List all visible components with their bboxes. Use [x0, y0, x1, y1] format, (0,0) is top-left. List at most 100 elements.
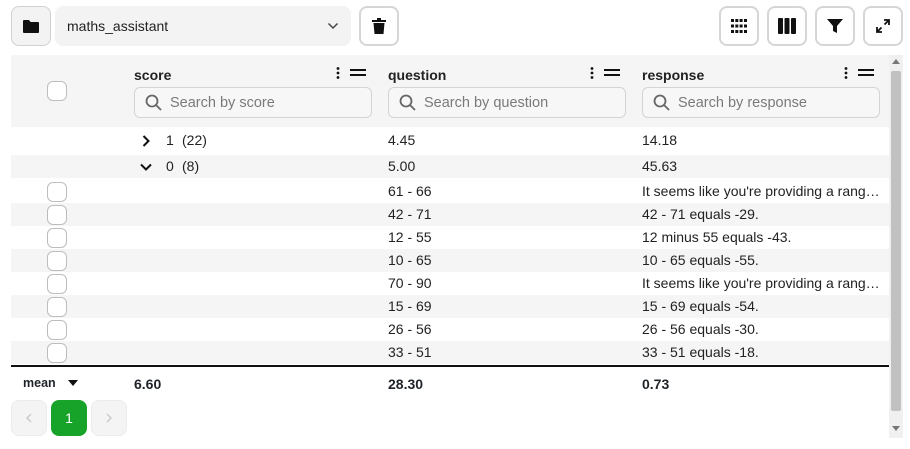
response-cell: 42 - 71 equals -29.	[642, 206, 759, 222]
expand-icon	[876, 19, 890, 33]
column-title-score: score	[134, 67, 172, 83]
search-question-input[interactable]	[424, 94, 604, 111]
select-all-checkbox[interactable]	[47, 81, 67, 101]
row-checkbox[interactable]	[47, 274, 67, 294]
aggregate-footer: mean 6.60 28.30 0.73	[11, 365, 889, 401]
row-checkbox[interactable]	[47, 205, 67, 225]
table-row[interactable]: 10 - 65 10 - 65 equals -55.	[11, 249, 889, 272]
question-cell: 15 - 69	[388, 298, 432, 314]
chevron-down-icon[interactable]	[140, 163, 152, 171]
search-question-field[interactable]	[388, 87, 626, 118]
row-checkbox[interactable]	[47, 251, 67, 271]
dataset-select[interactable]: maths_assistant	[55, 6, 351, 46]
group-question-agg: 5.00	[388, 158, 416, 174]
search-icon	[653, 94, 670, 111]
aggregate-select[interactable]: mean	[23, 376, 78, 390]
column-title-response: response	[642, 67, 705, 83]
question-cell: 26 - 56	[388, 321, 432, 337]
group-label: 1	[166, 132, 174, 148]
next-page-button[interactable]	[91, 400, 127, 436]
column-controls-response	[844, 67, 874, 79]
kebab-menu-icon[interactable]	[336, 67, 340, 79]
column-title-question: question	[388, 67, 447, 83]
row-checkbox[interactable]	[47, 182, 67, 202]
question-cell: 70 - 90	[388, 275, 432, 291]
response-cell: It seems like you're providing a range o…	[642, 275, 886, 291]
kebab-menu-icon[interactable]	[844, 67, 848, 79]
row-checkbox[interactable]	[47, 228, 67, 248]
question-cell: 12 - 55	[388, 229, 432, 245]
response-cell: 12 minus 55 equals -43.	[642, 229, 792, 245]
response-cell: 26 - 56 equals -30.	[642, 321, 759, 337]
group-row[interactable]: 0 (8) 5.00 45.63	[11, 155, 889, 178]
search-score-input[interactable]	[170, 94, 350, 111]
footer-response: 0.73	[642, 376, 670, 392]
search-score-field[interactable]	[134, 87, 372, 118]
footer-score: 6.60	[134, 376, 162, 392]
vertical-scrollbar[interactable]	[889, 55, 903, 438]
response-cell: 10 - 65 equals -55.	[642, 252, 759, 268]
response-cell: 15 - 69 equals -54.	[642, 298, 759, 314]
table-row[interactable]: 42 - 71 42 - 71 equals -29.	[11, 203, 889, 226]
drag-handle-icon[interactable]	[858, 69, 874, 77]
folder-button[interactable]	[11, 6, 51, 46]
aggregate-label: mean	[23, 376, 56, 390]
column-controls-score	[336, 67, 366, 79]
page-1-button[interactable]: 1	[51, 400, 87, 436]
scrollbar-thumb[interactable]	[891, 71, 901, 411]
group-response-agg: 14.18	[642, 132, 678, 148]
prev-page-button[interactable]	[11, 400, 47, 436]
table-row[interactable]: 26 - 56 26 - 56 equals -30.	[11, 318, 889, 341]
search-response-field[interactable]	[642, 87, 880, 118]
table-row[interactable]: 61 - 66 It seems like you're providing a…	[11, 180, 889, 203]
question-cell: 10 - 65	[388, 252, 432, 268]
table-header: score question response	[11, 55, 889, 127]
group-response-agg: 45.63	[642, 158, 678, 174]
chevron-right-icon[interactable]	[142, 135, 150, 147]
table-row[interactable]: 15 - 69 15 - 69 equals -54.	[11, 295, 889, 318]
scroll-down-icon[interactable]	[892, 426, 900, 431]
group-row[interactable]: 1 (22) 4.45 14.18	[11, 129, 889, 152]
question-cell: 61 - 66	[388, 183, 432, 199]
filter-button[interactable]	[815, 6, 855, 46]
response-cell: 33 - 51 equals -18.	[642, 344, 759, 360]
fullscreen-button[interactable]	[863, 6, 903, 46]
search-icon	[399, 94, 416, 111]
table-row[interactable]: 33 - 51 33 - 51 equals -18.	[11, 341, 889, 364]
data-table: score question response	[11, 55, 889, 438]
trash-icon	[372, 18, 386, 34]
columns-button[interactable]	[767, 6, 807, 46]
group-count: (22)	[182, 132, 207, 148]
drag-handle-icon[interactable]	[604, 69, 620, 77]
row-checkbox[interactable]	[47, 343, 67, 363]
grid-dots-icon	[731, 19, 747, 33]
density-button[interactable]	[719, 6, 759, 46]
drag-handle-icon[interactable]	[350, 69, 366, 77]
search-icon	[145, 94, 162, 111]
group-count: (8)	[182, 158, 200, 174]
page-number: 1	[65, 410, 73, 426]
row-checkbox[interactable]	[47, 320, 67, 340]
scroll-up-icon[interactable]	[892, 59, 900, 64]
filter-icon	[827, 19, 843, 33]
chevron-right-icon	[106, 413, 112, 423]
chevron-down-icon	[327, 22, 339, 30]
question-cell: 33 - 51	[388, 344, 432, 360]
row-checkbox[interactable]	[47, 297, 67, 317]
caret-down-icon	[67, 380, 78, 386]
columns-icon	[778, 18, 796, 34]
chevron-left-icon	[26, 413, 32, 423]
response-cell: It seems like you're providing a range o…	[642, 183, 886, 199]
table-row[interactable]: 70 - 90 It seems like you're providing a…	[11, 272, 889, 295]
kebab-menu-icon[interactable]	[590, 67, 594, 79]
question-cell: 42 - 71	[388, 206, 432, 222]
column-controls-question	[590, 67, 620, 79]
delete-button[interactable]	[359, 6, 399, 46]
group-label: 0	[166, 158, 174, 174]
footer-question: 28.30	[388, 376, 424, 392]
folder-icon	[23, 20, 39, 33]
search-response-input[interactable]	[678, 94, 858, 111]
dataset-select-value: maths_assistant	[67, 18, 169, 34]
group-question-agg: 4.45	[388, 132, 416, 148]
table-row[interactable]: 12 - 55 12 minus 55 equals -43.	[11, 226, 889, 249]
